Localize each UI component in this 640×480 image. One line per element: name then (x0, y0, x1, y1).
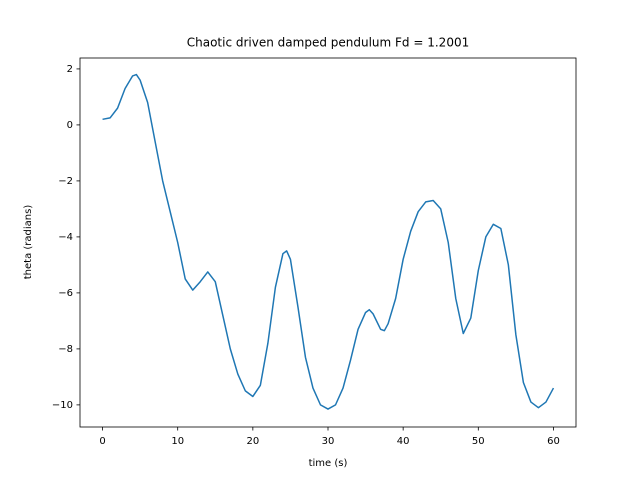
x-tick-label: 60 (547, 436, 560, 447)
y-tick-label: −6 (58, 288, 73, 299)
y-axis-label: theta (radians) (23, 205, 34, 280)
y-tick-label: −10 (52, 400, 73, 411)
x-tick-label: 50 (472, 436, 485, 447)
x-tick-label: 20 (246, 436, 259, 447)
y-tick-label: −2 (58, 176, 73, 187)
line-series (102, 73, 555, 410)
plot-frame (79, 57, 577, 428)
x-tick-label: 0 (99, 436, 105, 447)
chart-title: Chaotic driven damped pendulum Fd = 1.20… (187, 36, 469, 50)
x-axis-label: time (s) (309, 458, 348, 469)
x-tick-label: 40 (397, 436, 410, 447)
y-tick-label: 0 (67, 120, 73, 131)
y-tick-label: 2 (67, 64, 73, 75)
y-tick-label: −4 (58, 232, 73, 243)
x-tick-label: 10 (171, 436, 184, 447)
y-tick-label: −8 (58, 344, 73, 355)
x-tick-label: 30 (322, 436, 335, 447)
